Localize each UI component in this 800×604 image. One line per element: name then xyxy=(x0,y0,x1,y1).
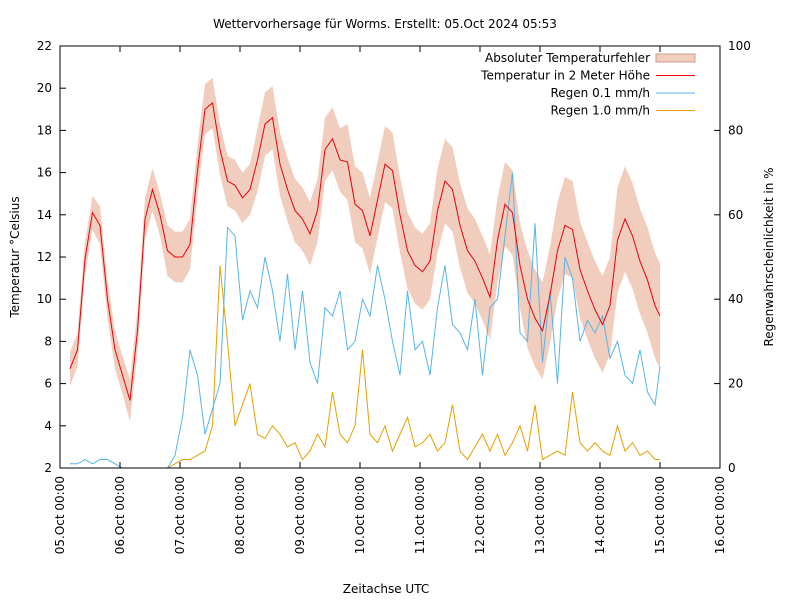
y-tick-label: 2 xyxy=(44,461,52,475)
y-tick-label: 22 xyxy=(37,39,52,53)
y-tick-label: 8 xyxy=(44,334,52,348)
y-tick-label: 12 xyxy=(37,250,52,264)
x-tick-label: 07.Oct 00:00 xyxy=(173,476,187,554)
y-tick-label: 4 xyxy=(44,419,52,433)
x-axis-label: Zeitachse UTC xyxy=(343,582,429,596)
y-tick-label: 20 xyxy=(37,81,52,95)
error-band xyxy=(70,77,660,422)
y2-tick-label: 80 xyxy=(728,123,743,137)
y-tick-label: 18 xyxy=(37,123,52,137)
legend-label: Absoluter Temperaturfehler xyxy=(485,51,650,65)
x-tick-label: 06.Oct 00:00 xyxy=(113,476,127,554)
y2-tick-label: 40 xyxy=(728,292,743,306)
x-tick-label: 13.Oct 00:00 xyxy=(533,476,547,554)
series-line xyxy=(69,102,661,401)
x-tick-label: 05.Oct 00:00 xyxy=(53,476,67,554)
y-tick-label: 14 xyxy=(37,208,52,222)
x-tick-label: 12.Oct 00:00 xyxy=(473,476,487,554)
x-tick-label: 10.Oct 00:00 xyxy=(353,476,367,554)
x-tick-label: 08.Oct 00:00 xyxy=(233,476,247,554)
x-tick-label: 09.Oct 00:00 xyxy=(293,476,307,554)
legend-label: Temperatur in 2 Meter Höhe xyxy=(480,69,650,83)
y-tick-label: 6 xyxy=(44,377,52,391)
series-line xyxy=(70,265,660,469)
chart-title: Wettervorhersage für Worms. Erstellt: 05… xyxy=(213,17,557,31)
x-tick-label: 11.Oct 00:00 xyxy=(413,476,427,554)
x-tick-label: 16.Oct 00:00 xyxy=(713,476,727,554)
y-tick-label: 16 xyxy=(37,166,52,180)
x-tick-label: 14.Oct 00:00 xyxy=(593,476,607,554)
y2-tick-label: 100 xyxy=(728,39,751,53)
legend-label: Regen 0.1 mm/h xyxy=(550,86,650,100)
x-tick-label: 15.Oct 00:00 xyxy=(653,476,667,554)
y2-tick-label: 0 xyxy=(728,461,736,475)
y-tick-label: 10 xyxy=(37,292,52,306)
legend-swatch xyxy=(655,53,696,63)
y2-tick-label: 60 xyxy=(728,208,743,222)
y2-tick-label: 20 xyxy=(728,377,743,391)
y2-axis-label: Regenwahrscheinlichkeit in % xyxy=(762,167,776,346)
y-axis-label: Temperatur °Celsius xyxy=(8,196,22,318)
series-line xyxy=(70,172,661,469)
legend-label: Regen 1.0 mm/h xyxy=(550,104,650,118)
